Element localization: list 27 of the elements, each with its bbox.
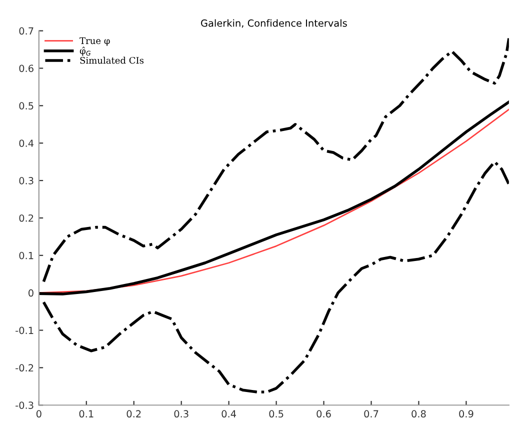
y-tick-label: 0.4 bbox=[19, 140, 34, 147]
y-tick-label: -0.2 bbox=[16, 364, 34, 372]
line-series bbox=[42, 36, 509, 283]
y-tick-label: 0.6 bbox=[19, 64, 34, 72]
x-tick-label: 0.8 bbox=[412, 410, 426, 418]
y-tick-label: 0.5 bbox=[19, 102, 34, 110]
y-tick-label: 0.3 bbox=[19, 177, 34, 184]
x-tick-label: 0.4 bbox=[222, 410, 236, 418]
x-tick-label: 0.7 bbox=[364, 410, 378, 418]
legend-label: φ̂$_{G}$ bbox=[80, 46, 91, 56]
y-tick-label: 0.2 bbox=[19, 214, 34, 222]
x-tick-label: 0.9 bbox=[459, 410, 474, 418]
chart-title: Galerkin, Confidence Intervals bbox=[201, 19, 347, 28]
y-tick-label: 0.7 bbox=[19, 27, 34, 35]
x-tick-label: 0.6 bbox=[316, 410, 331, 418]
y-tick-label: 0.1 bbox=[19, 252, 34, 260]
legend-label: True φ bbox=[80, 37, 110, 46]
x-tick-label: 0.5 bbox=[269, 410, 284, 418]
y-tick-label: -0.3 bbox=[16, 402, 34, 409]
x-tick-label: 0.1 bbox=[79, 410, 94, 418]
x-tick-label: 0 bbox=[36, 410, 42, 418]
y-tick-label: -0.1 bbox=[16, 326, 34, 334]
y-tick-label: 0 bbox=[28, 289, 34, 297]
legend-label: Simulated CIs bbox=[80, 56, 144, 64]
x-tick-label: 0.2 bbox=[126, 410, 141, 418]
line-series bbox=[42, 160, 509, 394]
x-tick-label: 0.3 bbox=[174, 410, 188, 418]
